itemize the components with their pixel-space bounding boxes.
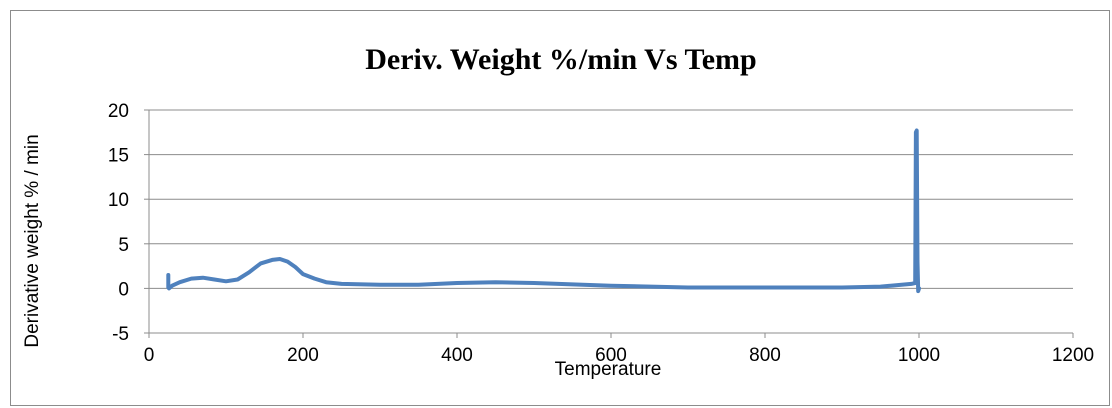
x-tick-label: 0 (144, 345, 155, 366)
y-tick-label: 15 (108, 146, 129, 167)
x-axis-label: Temperature (555, 359, 662, 380)
x-tick-label: 200 (287, 345, 319, 366)
x-tick-labels: 0 200 400 600 800 1000 1200 (144, 345, 1094, 366)
x-tick-label: 400 (441, 345, 473, 366)
y-tick-labels: -5 0 5 10 15 20 (108, 101, 129, 345)
series-line (166, 128, 921, 294)
chart-title: Deriv. Weight %/min Vs Temp (365, 43, 756, 76)
x-tick-label: 800 (749, 345, 781, 366)
y-tick-label: 5 (118, 235, 129, 256)
y-tick-label: 10 (108, 190, 129, 211)
y-tick-label: 0 (118, 279, 129, 300)
chart-frame: Deriv. Weight %/min Vs Temp -5 0 5 10 15 20 0… (10, 10, 1110, 406)
x-tick-label: 600 (595, 345, 627, 366)
x-tick-label: 1200 (1052, 345, 1094, 366)
y-tick-label: 20 (108, 101, 129, 122)
axes (144, 109, 1074, 338)
x-tick-label: 1000 (898, 345, 940, 366)
series-layer (166, 128, 921, 294)
y-axis-label: Derivative weight % / min (22, 134, 43, 347)
y-tick-label: -5 (112, 324, 129, 345)
chart-svg: Deriv. Weight %/min Vs Temp -5 0 5 10 15 20 0… (22, 43, 1094, 380)
